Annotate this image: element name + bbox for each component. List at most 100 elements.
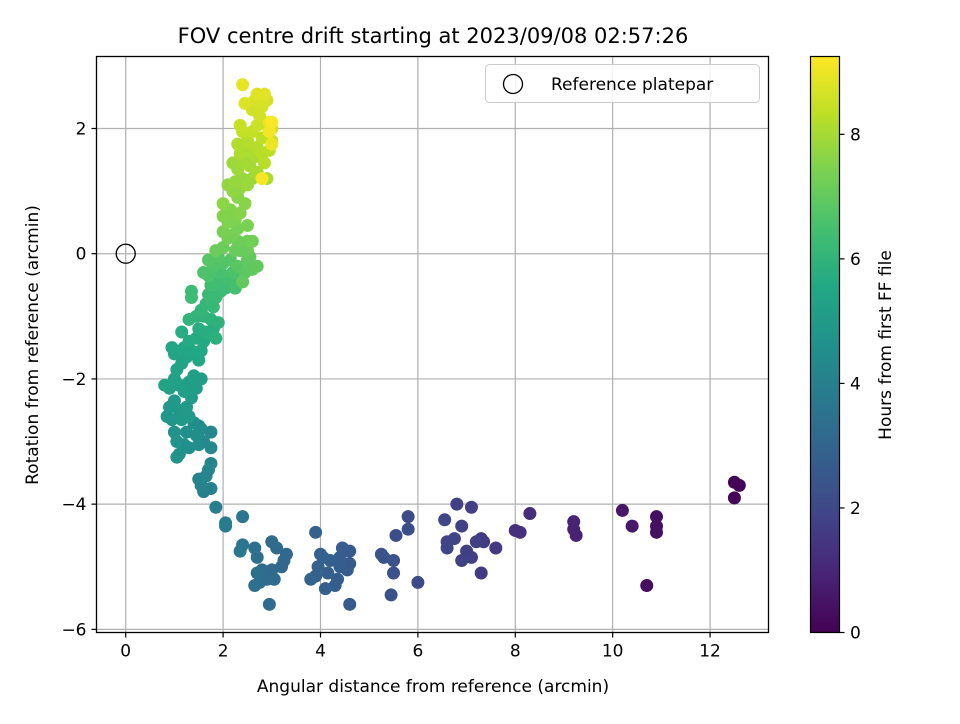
data-point — [469, 535, 483, 549]
data-point — [209, 500, 223, 514]
data-point — [236, 78, 250, 92]
data-point — [258, 87, 271, 101]
data-point — [615, 503, 629, 517]
colorbar: 0 2 4 6 8 Hours from first FF file — [809, 55, 896, 644]
data-points — [115, 78, 746, 611]
data-point — [309, 525, 323, 539]
x-tick-label: 4 — [315, 642, 326, 662]
data-point — [258, 156, 271, 170]
reference-point-marker — [115, 243, 136, 264]
y-tick-label: 2 — [76, 120, 87, 140]
plot-frame — [95, 55, 770, 634]
legend: Reference platepar — [485, 64, 760, 103]
data-point — [250, 259, 264, 273]
data-point — [384, 588, 398, 602]
data-point — [455, 554, 469, 567]
x-tick-label: 8 — [510, 642, 521, 662]
data-point — [248, 541, 262, 555]
data-point — [304, 572, 318, 586]
data-point — [170, 450, 184, 464]
colorbar-tick-label: 0 — [850, 624, 861, 644]
y-tick-label: −6 — [61, 620, 86, 640]
data-point — [489, 541, 503, 555]
data-point — [209, 331, 223, 345]
data-point — [158, 378, 172, 392]
y-tick-label: −4 — [61, 495, 86, 515]
data-point — [170, 435, 184, 449]
x-axis-ticks: 0 2 4 6 8 10 12 — [120, 632, 721, 662]
data-point — [650, 510, 663, 524]
data-point — [184, 291, 198, 305]
data-point — [182, 312, 196, 326]
data-point — [387, 566, 401, 580]
data-point — [318, 582, 332, 596]
data-point — [569, 528, 583, 542]
data-point — [175, 325, 189, 339]
data-point — [248, 579, 262, 593]
data-point — [219, 519, 233, 533]
data-point — [238, 96, 252, 110]
data-point — [513, 525, 527, 539]
legend-marker-icon — [502, 73, 524, 95]
y-tick-label: −2 — [61, 370, 86, 390]
data-point — [333, 560, 347, 574]
y-tick-label: 0 — [76, 245, 87, 265]
colorbar-ticks: 0 2 4 6 8 — [839, 125, 861, 644]
data-point — [314, 547, 327, 561]
data-point — [374, 547, 388, 561]
data-point — [464, 500, 478, 514]
data-point — [182, 410, 196, 423]
y-axis-ticks: −6 −4 −2 0 2 — [61, 120, 97, 640]
colorbar-label: Hours from first FF file — [876, 250, 896, 440]
data-point — [233, 118, 247, 132]
data-point — [523, 507, 537, 521]
data-point — [233, 544, 247, 558]
colorbar-tick-label: 6 — [850, 250, 861, 270]
data-point — [440, 541, 454, 555]
data-point — [245, 234, 259, 248]
data-point — [180, 425, 194, 439]
legend-box — [485, 64, 760, 103]
data-point — [727, 491, 741, 505]
data-point — [455, 519, 469, 533]
x-tick-label: 2 — [218, 642, 229, 662]
y-axis-label: Rotation from reference (arcmin) — [23, 205, 43, 485]
data-point — [199, 469, 213, 483]
data-point — [343, 597, 357, 611]
data-point — [197, 266, 211, 279]
colorbar-tick-label: 4 — [850, 374, 861, 394]
x-tick-label: 0 — [120, 642, 131, 662]
data-point — [265, 115, 279, 129]
data-point — [255, 172, 269, 186]
data-point — [236, 275, 250, 289]
data-point — [236, 510, 250, 524]
colorbar-tick-label: 8 — [850, 125, 861, 145]
data-point — [321, 566, 335, 580]
colorbar-gradient — [809, 55, 841, 634]
data-point — [401, 522, 415, 536]
data-point — [389, 528, 403, 542]
data-point — [216, 197, 230, 211]
data-point — [474, 566, 488, 580]
data-point — [240, 219, 254, 233]
chart-title: FOV centre drift starting at 2023/09/08 … — [178, 24, 689, 48]
data-point — [450, 497, 464, 511]
data-point — [265, 535, 279, 549]
colorbar-tick-label: 2 — [850, 499, 861, 519]
data-point — [182, 334, 196, 348]
x-tick-label: 6 — [412, 642, 423, 662]
data-point — [640, 579, 654, 593]
data-point — [732, 478, 746, 492]
data-point — [411, 575, 425, 589]
data-point — [165, 341, 179, 355]
data-point — [262, 597, 276, 611]
x-axis-label: Angular distance from reference (arcmin) — [257, 677, 609, 697]
data-point — [650, 525, 663, 539]
data-point — [250, 566, 264, 580]
data-point — [401, 510, 415, 524]
legend-label: Reference platepar — [551, 75, 713, 95]
data-point — [202, 253, 215, 267]
data-point — [438, 513, 452, 527]
